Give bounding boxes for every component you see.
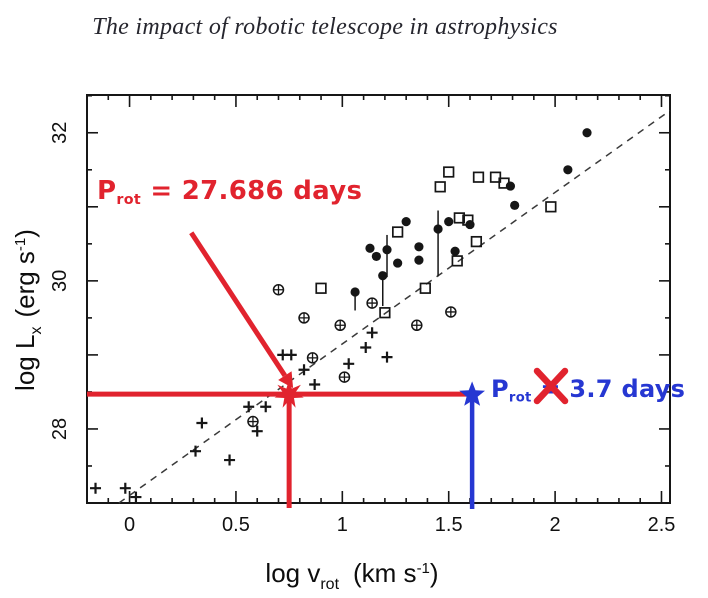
scatter-point-filled-circle	[563, 165, 573, 175]
scatter-point-open-square	[453, 212, 466, 224]
scatter-point-filled-circle	[505, 181, 516, 191]
scatter-point-plus	[260, 401, 272, 413]
blue-annotation-sub: rot	[508, 390, 532, 406]
scatter-point-plus	[366, 327, 378, 339]
scatter-point-open-square	[489, 171, 502, 183]
scatter-point-plus	[309, 379, 321, 391]
y-axis-label: log Lx (erg s-1)	[10, 229, 45, 391]
scatter-point-filled-circle	[350, 287, 360, 297]
data-layer	[90, 109, 671, 504]
scatter-point-circled-plus-cross	[445, 306, 456, 317]
y-tick-label: 32	[49, 122, 71, 144]
y-axis-label-sup: -1	[12, 238, 29, 251]
blue-period-annotation: Prot = 3.7 days	[491, 367, 686, 406]
y-tick-label: 30	[49, 270, 71, 292]
red-arrow-shaft	[189, 231, 287, 378]
scatter-point-filled-circle	[371, 251, 381, 262]
x-tick-label: 0	[124, 514, 135, 536]
scatter-point-open-square	[419, 282, 431, 294]
x-tick-label: 2.5	[648, 514, 676, 536]
scatter-point-open-square	[472, 171, 485, 183]
x-axis-label-unit: (km s	[353, 558, 417, 588]
scatter-point-open-square	[315, 282, 327, 294]
scatter-point-plus	[224, 454, 236, 466]
red-annotation-p: P	[97, 176, 117, 206]
x-axis-label: log vrot (km s-1)	[265, 558, 438, 593]
red-star-marker	[274, 379, 304, 408]
scatter-point-plus	[130, 491, 142, 503]
blue-annotation-p: P	[491, 375, 509, 403]
scatter-point-open-square	[470, 235, 483, 248]
scatter-point-plus	[196, 417, 208, 429]
scatter-point-plus	[190, 445, 202, 457]
trend-dashed-line	[118, 109, 671, 504]
scatter-point-filled-circle	[378, 271, 388, 281]
x-tick-label: 0.5	[222, 514, 250, 536]
scatter-point-circled-plus-cross	[335, 320, 346, 331]
blue-star-marker	[459, 381, 485, 406]
scatter-point-filled-circle	[365, 243, 375, 253]
figure-title: The impact of robotic telescope in astro…	[92, 14, 558, 40]
y-tick-label: 28	[49, 418, 71, 440]
x-tick-label: 1.5	[435, 514, 463, 536]
scatter-point-filled-circle	[414, 242, 424, 252]
scatter-point-plus	[251, 425, 263, 437]
scatter-point-circled-plus-cross	[367, 298, 378, 309]
scatter-point-filled-circle	[414, 255, 424, 265]
scatter-point-filled-circle	[510, 200, 520, 210]
scatter-point-plus	[343, 358, 355, 370]
x-axis-label-sup: -1	[417, 560, 430, 577]
x-tick-label: 1	[337, 514, 348, 536]
scatter-point-circled-plus-cross	[299, 312, 310, 323]
scatter-point-open-square	[451, 255, 463, 267]
x-axis-label-unit-close: )	[430, 558, 439, 588]
y-axis-label-main: log L	[10, 335, 40, 391]
y-axis-label-unit: (erg s	[10, 251, 40, 317]
scatter-point-filled-circle	[450, 246, 460, 256]
scatter-point-open-square	[443, 166, 455, 178]
scatter-point-open-square	[379, 307, 391, 319]
y-axis-label-sub: x	[28, 327, 45, 335]
scatter-point-plus	[243, 401, 255, 413]
scatter-point-filled-circle	[382, 245, 392, 255]
scatter-point-filled-circle	[433, 224, 443, 234]
scatter-point-circled-plus-cross	[411, 320, 422, 331]
plot-frame	[86, 94, 671, 504]
x-tick-label: 2	[550, 514, 561, 536]
scatter-point-open-square	[434, 181, 446, 193]
x-axis-label-sub: rot	[320, 576, 339, 593]
scatter-point-circled-plus-cross	[247, 416, 258, 427]
scatter-point-plus	[381, 351, 393, 363]
annotation-layer	[87, 231, 485, 509]
scatter-point-circled-plus-cross	[307, 352, 318, 363]
red-period-annotation: Prot = 27.686 days	[97, 176, 362, 208]
scatter-point-filled-circle	[444, 217, 454, 227]
scatter-point-plus	[90, 482, 102, 494]
scatter-point-filled-circle	[393, 258, 403, 268]
scatter-point-plus	[285, 349, 297, 361]
scatter-point-open-square	[545, 201, 557, 213]
scatter-point-circled-plus-cross	[339, 372, 350, 383]
scatter-point-filled-circle	[582, 128, 592, 138]
red-annotation-sub: rot	[116, 192, 141, 208]
scatter-point-open-square	[391, 226, 404, 238]
scatter-point-circled-plus-cross	[273, 284, 284, 295]
scatter-point-open-square	[498, 177, 510, 189]
x-axis-label-main: log v	[265, 558, 320, 588]
scatter-point-plus	[298, 364, 310, 376]
axes-layer: 0 0.5 1 1.5 2 2.5 28 30 32	[49, 94, 676, 536]
scatter-point-plus	[119, 482, 131, 494]
y-axis-label-unit-close: )	[10, 229, 40, 238]
red-annotation-value: = 27.686 days	[140, 176, 363, 206]
blue-annotation-value: = 3.7 days	[531, 375, 686, 403]
scatter-point-plus	[360, 342, 372, 354]
scatter-point-open-square	[462, 214, 474, 226]
scatter-point-filled-circle	[401, 217, 411, 227]
